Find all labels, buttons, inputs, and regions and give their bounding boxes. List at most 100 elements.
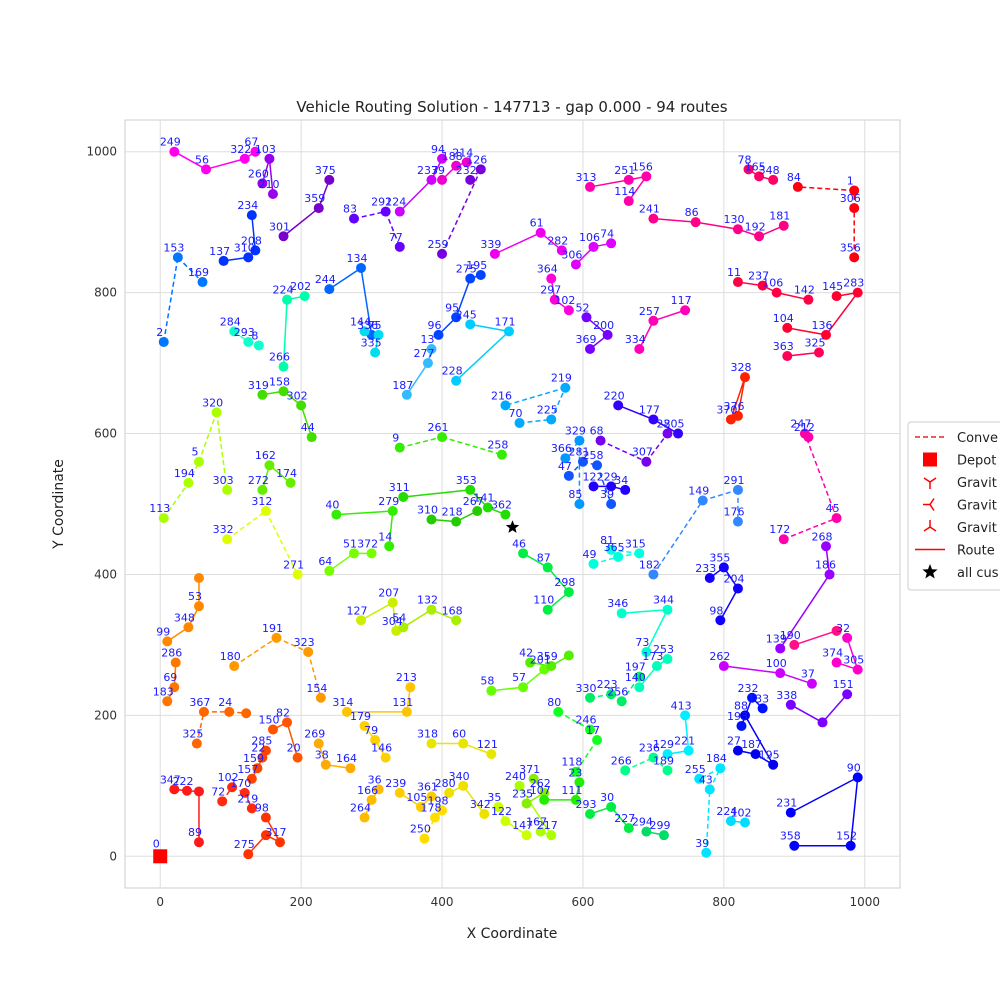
customer-point <box>430 812 440 823</box>
customer-point <box>182 785 192 796</box>
customer-label: 2 <box>156 326 163 339</box>
customer-point <box>546 661 557 672</box>
customer-label: 372 <box>357 537 378 550</box>
customer-point <box>193 456 204 467</box>
customer-point <box>570 766 581 777</box>
customer-point <box>824 569 835 580</box>
customer-label: 105 <box>406 791 427 804</box>
customer-point <box>546 414 557 425</box>
customer-point <box>162 696 173 707</box>
customer-point <box>704 784 715 795</box>
customer-label: 216 <box>491 389 512 402</box>
route-segment <box>268 158 274 195</box>
customer-point <box>370 347 381 358</box>
customer-point <box>680 710 691 721</box>
customer-point <box>324 565 335 576</box>
customer-label: 232 <box>456 164 477 177</box>
customer-label: 179 <box>350 710 371 723</box>
customer-label: 151 <box>833 678 854 691</box>
customer-label: 169 <box>188 266 209 279</box>
customer-label: 214 <box>452 146 473 159</box>
customer-point <box>574 777 585 788</box>
customer-label: 30 <box>600 791 614 804</box>
customer-point <box>634 548 645 559</box>
customer-point <box>658 830 669 841</box>
customer-label: 186 <box>815 558 836 571</box>
customer-point <box>359 720 370 731</box>
customer-label: 262 <box>709 650 730 663</box>
customer-point <box>271 632 282 643</box>
customer-point <box>616 696 627 707</box>
customer-label: 239 <box>385 777 406 790</box>
customer-label: 291 <box>723 474 744 487</box>
customer-point <box>585 181 595 192</box>
legend: Conve Depot Gravit Gravit Gravit Route all cus <box>907 421 1000 591</box>
customer-point <box>503 326 514 337</box>
customer-point <box>451 516 462 527</box>
customer-point <box>475 270 486 281</box>
customer-point <box>218 255 229 266</box>
customer-label: 39 <box>695 837 709 850</box>
customer-point <box>518 548 529 559</box>
customer-label: 318 <box>417 728 438 741</box>
route-segment <box>205 158 245 171</box>
customer-point <box>366 548 377 559</box>
customer-label: 129 <box>653 738 674 751</box>
customer-point <box>754 171 765 182</box>
route-segment <box>265 510 299 575</box>
route-segment <box>384 211 401 248</box>
customer-label: 102 <box>554 294 575 307</box>
customer-label: 80 <box>547 696 561 709</box>
x-axis-title: X Coordinate <box>467 926 558 942</box>
all-customers-centroid-star <box>505 520 520 533</box>
customer-label: 124 <box>385 196 406 209</box>
customer-point <box>229 661 240 672</box>
customer-point <box>606 238 617 249</box>
customer-point <box>394 241 405 252</box>
customer-label: 11 <box>727 266 741 279</box>
route-segment <box>300 405 313 438</box>
customer-point <box>170 657 181 668</box>
route-segment <box>702 489 739 502</box>
customer-label: 45 <box>826 502 840 515</box>
customer-point <box>239 787 250 798</box>
route-segment <box>198 412 218 462</box>
customer-label: 17 <box>586 724 600 737</box>
customer-label: 100 <box>766 657 787 670</box>
customer-label: 413 <box>671 699 692 712</box>
customer-label: 70 <box>509 407 523 420</box>
customer-point <box>514 417 525 428</box>
customer-label: 346 <box>607 597 628 610</box>
customer-point <box>313 203 324 214</box>
route-segment <box>645 609 669 653</box>
customer-point <box>482 502 493 513</box>
legend-swatch-tri <box>923 498 935 511</box>
customer-label: 297 <box>540 284 561 297</box>
customer-point <box>849 185 860 196</box>
customer-point <box>229 326 240 337</box>
customer-label: 154 <box>306 682 327 695</box>
customer-label: 194 <box>174 467 195 480</box>
customer-label: 81 <box>600 534 614 547</box>
customer-label: 356 <box>840 241 861 254</box>
customer-label: 195 <box>466 259 487 272</box>
customer-label: 313 <box>576 171 597 184</box>
customer-point <box>613 551 624 562</box>
route-segment <box>399 179 433 213</box>
customer-label: 104 <box>773 312 794 325</box>
customer-point <box>401 389 412 400</box>
customer-point <box>821 329 832 340</box>
customer-label: 44 <box>301 421 315 434</box>
customer-label: 347 <box>160 773 181 786</box>
legend-swatch-tri <box>923 477 937 489</box>
customer-label: 280 <box>435 777 456 790</box>
customer-label: 260 <box>248 167 269 180</box>
customer-label: 299 <box>649 819 670 832</box>
customer-label: 328 <box>731 361 752 374</box>
customer-label: 102 <box>731 806 752 819</box>
customer-label: 176 <box>723 506 744 519</box>
customer-label: 228 <box>442 365 463 378</box>
customer-point <box>585 724 595 735</box>
customer-label: 189 <box>653 754 674 767</box>
route-segment <box>730 376 746 420</box>
